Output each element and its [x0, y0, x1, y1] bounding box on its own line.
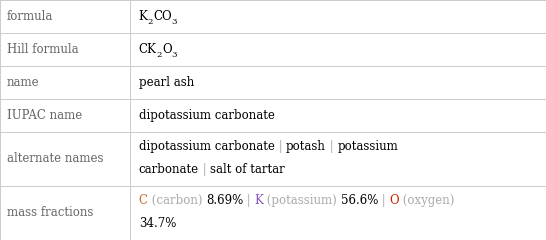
Text: IUPAC name: IUPAC name	[7, 108, 82, 122]
Text: (oxygen): (oxygen)	[399, 194, 455, 207]
Text: |: |	[378, 194, 390, 207]
Text: 8.69%: 8.69%	[206, 194, 243, 207]
Text: alternate names: alternate names	[7, 152, 103, 165]
Text: (potassium): (potassium)	[263, 194, 341, 207]
Text: (carbon): (carbon)	[147, 194, 206, 207]
Text: |: |	[275, 140, 286, 153]
Text: CO: CO	[153, 10, 171, 23]
Text: C: C	[139, 194, 147, 207]
Text: K: K	[139, 10, 147, 23]
Text: CK: CK	[139, 43, 157, 56]
Text: Hill formula: Hill formula	[7, 43, 78, 56]
Text: K: K	[254, 194, 263, 207]
Text: pearl ash: pearl ash	[139, 76, 194, 89]
Text: O: O	[390, 194, 399, 207]
Text: |: |	[199, 163, 210, 176]
Text: dipotassium carbonate: dipotassium carbonate	[139, 140, 275, 153]
Text: formula: formula	[7, 10, 53, 23]
Text: |: |	[326, 140, 337, 153]
Text: 3: 3	[171, 51, 177, 59]
Text: potassium: potassium	[337, 140, 398, 153]
Text: 34.7%: 34.7%	[139, 217, 176, 230]
Text: salt of tartar: salt of tartar	[210, 163, 285, 176]
Text: |: |	[243, 194, 254, 207]
Text: 56.6%: 56.6%	[341, 194, 378, 207]
Text: mass fractions: mass fractions	[7, 206, 93, 219]
Text: 2: 2	[157, 51, 162, 59]
Text: name: name	[7, 76, 39, 89]
Text: 2: 2	[147, 18, 153, 26]
Text: carbonate: carbonate	[139, 163, 199, 176]
Text: dipotassium carbonate: dipotassium carbonate	[139, 108, 275, 122]
Text: 3: 3	[171, 18, 177, 26]
Text: potash: potash	[286, 140, 326, 153]
Text: O: O	[162, 43, 171, 56]
